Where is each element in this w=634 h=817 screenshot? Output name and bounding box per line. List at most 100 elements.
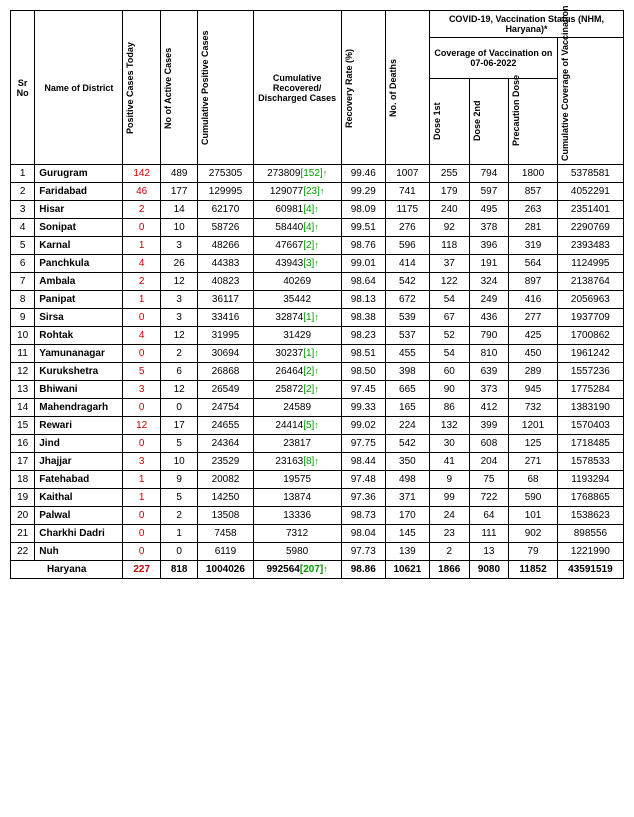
cell-cc: 1570403 [557,417,623,435]
cell-cc: 2056963 [557,291,623,309]
cell-rate: 97.45 [341,381,385,399]
cell-rate: 98.13 [341,291,385,309]
cell-cc: 898556 [557,525,623,543]
cell-d2: 790 [469,327,509,345]
table-row: 5Karnal134826647667[2]↑98.76596118396319… [11,237,624,255]
cell-deaths: 170 [385,507,429,525]
table-row: 4Sonipat0105872658440[4]↑99.512769237828… [11,219,624,237]
cell-rate: 99.46 [341,165,385,183]
cell-d1: 2 [429,543,469,561]
cell-sr: 16 [11,435,35,453]
cell-sr: 11 [11,345,35,363]
cell-sr: 18 [11,471,35,489]
cell-active: 5 [160,489,197,507]
cell-d2: 191 [469,255,509,273]
cell-pct: 0 [123,219,160,237]
header-cumrec: Cumulative Recovered/ Discharged Cases [253,11,341,165]
cell-name: Bhiwani [35,381,123,399]
cell-rate: 97.73 [341,543,385,561]
cell-total-pct: 227 [123,561,160,579]
cell-d2: 64 [469,507,509,525]
cell-d2: 378 [469,219,509,237]
header-vacc-group: COVID-19, Vaccination Status (NHM, Harya… [429,11,623,38]
cell-cc: 5378581 [557,165,623,183]
cell-cc: 1383190 [557,399,623,417]
cell-cumpos: 24655 [198,417,253,435]
cell-d2: 399 [469,417,509,435]
cell-name: Panipat [35,291,123,309]
cell-pd: 590 [509,489,558,507]
cell-sr: 12 [11,363,35,381]
cell-pct: 5 [123,363,160,381]
cell-name: Jhajjar [35,453,123,471]
cell-cumpos: 48266 [198,237,253,255]
cell-rate: 98.76 [341,237,385,255]
cell-pct: 4 [123,327,160,345]
cell-active: 0 [160,399,197,417]
cell-cumpos: 40823 [198,273,253,291]
cell-pd: 425 [509,327,558,345]
cell-total-name: Haryana [11,561,123,579]
cell-pd: 281 [509,219,558,237]
cell-rec: 13336 [253,507,341,525]
cell-pct: 0 [123,345,160,363]
cell-pct: 1 [123,489,160,507]
cell-cumpos: 30694 [198,345,253,363]
cell-total-d1: 1866 [429,561,469,579]
cell-total-rec: 992564[207]↑ [253,561,341,579]
cell-cc: 1578533 [557,453,623,471]
cell-name: Panchkula [35,255,123,273]
cell-deaths: 741 [385,183,429,201]
cell-sr: 2 [11,183,35,201]
cell-d1: 41 [429,453,469,471]
cell-d1: 99 [429,489,469,507]
cell-deaths: 537 [385,327,429,345]
cell-d2: 436 [469,309,509,327]
cell-sr: 13 [11,381,35,399]
cell-active: 9 [160,471,197,489]
cell-d1: 122 [429,273,469,291]
cell-pd: 897 [509,273,558,291]
cell-rate: 98.73 [341,507,385,525]
cell-rec: 47667[2]↑ [253,237,341,255]
cell-sr: 1 [11,165,35,183]
cell-d1: 240 [429,201,469,219]
cell-rate: 99.29 [341,183,385,201]
cell-pct: 0 [123,543,160,561]
cell-name: Kurukshetra [35,363,123,381]
cell-d1: 54 [429,345,469,363]
cell-cc: 1768865 [557,489,623,507]
cell-sr: 6 [11,255,35,273]
cell-rate: 97.75 [341,435,385,453]
cell-active: 177 [160,183,197,201]
cell-cc: 1221990 [557,543,623,561]
cell-pct: 1 [123,237,160,255]
cell-deaths: 542 [385,435,429,453]
cell-d2: 412 [469,399,509,417]
cell-pd: 1201 [509,417,558,435]
cell-name: Faridabad [35,183,123,201]
cell-name: Rohtak [35,327,123,345]
cell-cumpos: 26549 [198,381,253,399]
cell-active: 489 [160,165,197,183]
cell-active: 3 [160,309,197,327]
cell-rec: 60981[4]↑ [253,201,341,219]
cell-deaths: 371 [385,489,429,507]
table-row: 16Jind05243642381797.7554230608125171848… [11,435,624,453]
cell-rate: 98.50 [341,363,385,381]
header-cumcov: Cumulative Coverage of Vaccination [557,38,623,165]
table-row: 13Bhiwani3122654925872[2]↑97.45665903739… [11,381,624,399]
cell-name: Hisar [35,201,123,219]
cell-d2: 639 [469,363,509,381]
table-row: 15Rewari12172465524414[5]↑99.02224132399… [11,417,624,435]
cell-pd: 125 [509,435,558,453]
cell-rate: 98.64 [341,273,385,291]
cell-cumpos: 20082 [198,471,253,489]
cell-d1: 67 [429,309,469,327]
cell-d1: 132 [429,417,469,435]
cell-deaths: 414 [385,255,429,273]
cell-rec: 24589 [253,399,341,417]
header-cov-on: Coverage of Vaccination on 07-06-2022 [429,38,557,79]
table-row: 12Kurukshetra562686826464[2]↑98.50398606… [11,363,624,381]
cell-total-d2: 9080 [469,561,509,579]
